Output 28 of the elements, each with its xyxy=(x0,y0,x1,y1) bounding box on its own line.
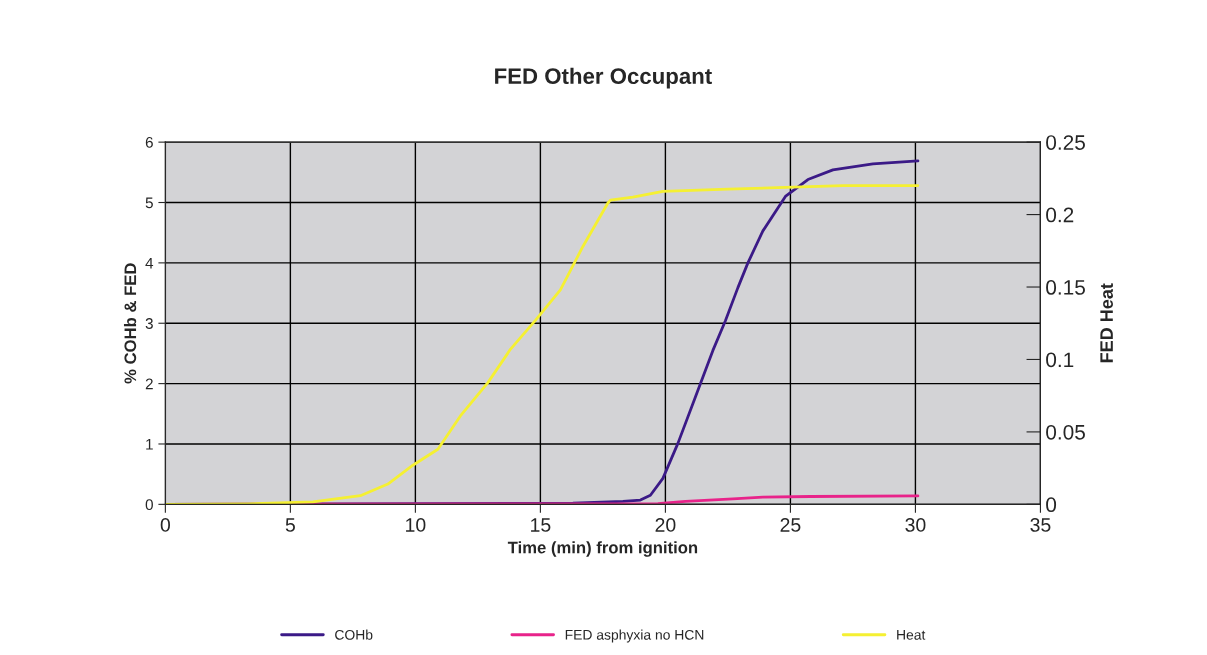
y2-tick-label: 0.15 xyxy=(1046,280,1085,295)
y2-tick-label: 0.25 xyxy=(1046,135,1085,150)
y2-axis-title: FED Heat xyxy=(1100,283,1113,363)
y-tick-label: 3 xyxy=(145,318,153,329)
y2-tick-label: 0.2 xyxy=(1046,207,1074,223)
x-tick-label: 20 xyxy=(655,518,676,532)
x-tick-label: 25 xyxy=(780,518,801,532)
x-tick-label: 30 xyxy=(905,518,926,532)
y-tick-label: 6 xyxy=(145,137,153,148)
x-tick-label: 35 xyxy=(1030,518,1051,532)
y-tick-label: 4 xyxy=(145,257,154,269)
y2-tick-label: 0 xyxy=(1046,497,1057,513)
legend-label: COHb xyxy=(335,629,373,640)
y-tick-label: 1 xyxy=(146,439,153,450)
chart-title: FED Other Occupant xyxy=(495,67,712,89)
x-axis-title: Time (min) from ignition xyxy=(507,541,698,557)
x-tick-label: 15 xyxy=(531,518,551,532)
y2-tick-label: 0.1 xyxy=(1046,352,1074,368)
legend-label: Heat xyxy=(897,630,926,640)
y-tick-label: 5 xyxy=(145,197,153,209)
legend-label: FED asphyxia no HCN xyxy=(565,629,704,643)
y-tick-label: 0 xyxy=(145,499,153,511)
x-tick-label: 10 xyxy=(406,518,426,532)
x-tick-label: 0 xyxy=(160,518,171,532)
y2-tick-label: 0.05 xyxy=(1046,424,1085,440)
y-tick-label: 2 xyxy=(145,378,153,390)
x-tick-label: 5 xyxy=(285,518,295,532)
y-axis-title: % COHb & FED xyxy=(123,263,137,384)
